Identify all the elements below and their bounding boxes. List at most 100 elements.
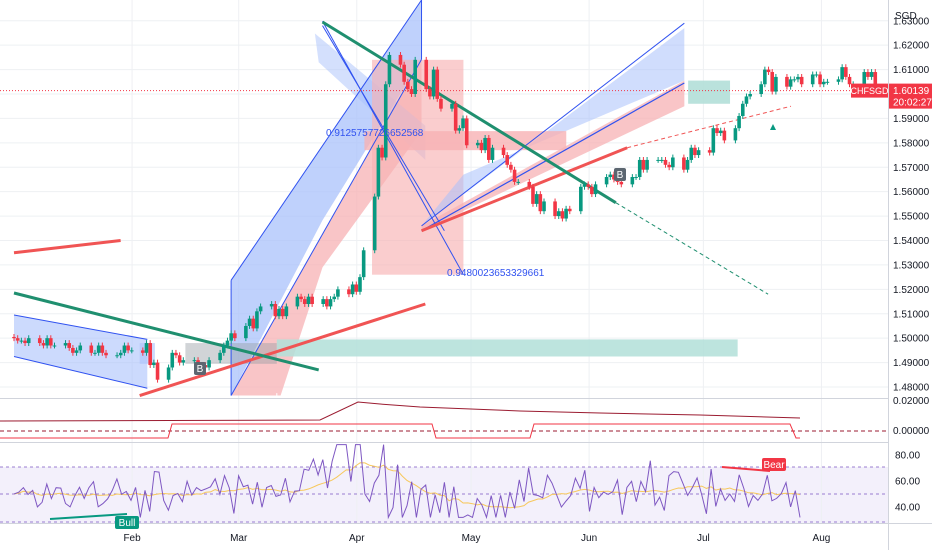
candle-body <box>461 118 465 129</box>
candle-body <box>818 74 822 85</box>
price-tick-label: 1.53000 <box>893 260 930 271</box>
price-tick-label: 1.51000 <box>893 309 930 320</box>
candle-body <box>295 296 300 307</box>
candle-body <box>129 350 134 352</box>
channel-line <box>230 59 422 396</box>
candle-body <box>505 155 510 165</box>
projection-label: 0.9480023653329661 <box>447 268 545 279</box>
candle-body <box>579 186 583 212</box>
buy-signal-badge: B <box>614 168 626 181</box>
price-tick-label: 1.48000 <box>893 383 930 394</box>
rsi-tick-label: 80.00 <box>895 451 920 462</box>
price-axis: SGD1.630001.620001.610001.600001.590001.… <box>893 11 930 394</box>
candle-body <box>255 311 259 329</box>
candle-body <box>722 130 727 141</box>
candle-body <box>696 150 701 156</box>
candle-body <box>770 72 775 92</box>
red-trend-line <box>13 239 121 255</box>
candle-body <box>26 338 31 344</box>
candle-body <box>269 303 274 307</box>
candle-body <box>671 157 675 168</box>
candle-body <box>89 345 94 353</box>
channel-line <box>421 22 685 227</box>
buy-signal-badge-bg <box>614 168 626 181</box>
channel-line <box>421 82 685 232</box>
channel-blue-zone <box>421 28 685 226</box>
candle-body <box>328 299 333 307</box>
symbol-tag-bg <box>851 83 888 98</box>
candle-body <box>487 137 491 160</box>
candle-body <box>667 164 671 168</box>
candle-body <box>567 208 572 212</box>
current-zone <box>688 80 731 104</box>
candle-body <box>152 362 156 366</box>
candle-body <box>619 181 624 185</box>
bull-divergence-line <box>49 513 128 520</box>
bear-badge: Bear <box>762 458 786 471</box>
candle-body <box>840 67 844 80</box>
price-tick-label: 1.61000 <box>893 65 930 76</box>
indicator-pane: 0.02000 0.00000 <box>0 396 930 439</box>
candle-body <box>170 352 175 368</box>
candle-body <box>325 299 329 307</box>
candle-body <box>376 147 381 197</box>
candle-body <box>177 355 182 363</box>
candle-body <box>221 345 226 353</box>
candle-body <box>244 325 248 339</box>
candle-body <box>148 343 152 366</box>
channel-line <box>322 25 445 231</box>
red-trend-line <box>420 146 628 233</box>
candle-body <box>682 157 686 170</box>
candle-body <box>428 89 432 97</box>
candle-body <box>556 211 561 217</box>
buy-signal-badge: B <box>194 362 206 375</box>
candle-body <box>277 308 281 317</box>
candle-body <box>564 208 568 219</box>
candle-body <box>862 72 867 85</box>
channel-line <box>322 20 464 275</box>
rsi-pane: 80.00 60.00 40.00 <box>0 444 920 523</box>
candle-body <box>336 289 340 297</box>
candle-body <box>612 174 616 180</box>
candle-body <box>792 79 797 81</box>
price-tick-label: 1.58000 <box>893 138 930 149</box>
candle-body <box>225 340 230 346</box>
bear-divergence-line <box>721 466 771 472</box>
candle-body <box>174 352 178 356</box>
candle-body <box>821 81 826 85</box>
candle-body <box>693 147 697 156</box>
candle-body <box>634 177 638 179</box>
candle-body <box>78 345 83 351</box>
candle-body <box>387 54 392 85</box>
candle-body <box>258 306 263 312</box>
candle-body <box>645 159 649 170</box>
bull-badge: Bull <box>115 516 139 529</box>
candle-body <box>490 147 495 160</box>
candle-body <box>538 194 543 212</box>
candle-body <box>641 159 646 170</box>
candle-body <box>542 201 546 212</box>
candle-body <box>457 128 462 131</box>
candle-body <box>707 150 712 153</box>
candle-body <box>604 177 609 185</box>
candle-body <box>93 352 97 354</box>
channel-line <box>13 314 148 340</box>
candle-body <box>689 147 694 160</box>
symbol-tag-label: CHFSGD <box>851 86 890 96</box>
candle-body <box>785 76 789 87</box>
candle-body <box>869 72 874 77</box>
candle-body <box>553 201 557 217</box>
candle-body <box>479 142 484 151</box>
candle-body <box>810 74 815 85</box>
candle-body <box>12 336 16 339</box>
bear-badge-label: Bear <box>763 460 785 471</box>
candle-body <box>141 350 145 353</box>
rsi-tick-label: 40.00 <box>895 503 920 514</box>
candle-body <box>126 345 130 351</box>
candle-body <box>302 299 307 304</box>
candle-body <box>453 103 458 131</box>
candle-body <box>844 67 848 77</box>
candle-body <box>251 318 256 329</box>
